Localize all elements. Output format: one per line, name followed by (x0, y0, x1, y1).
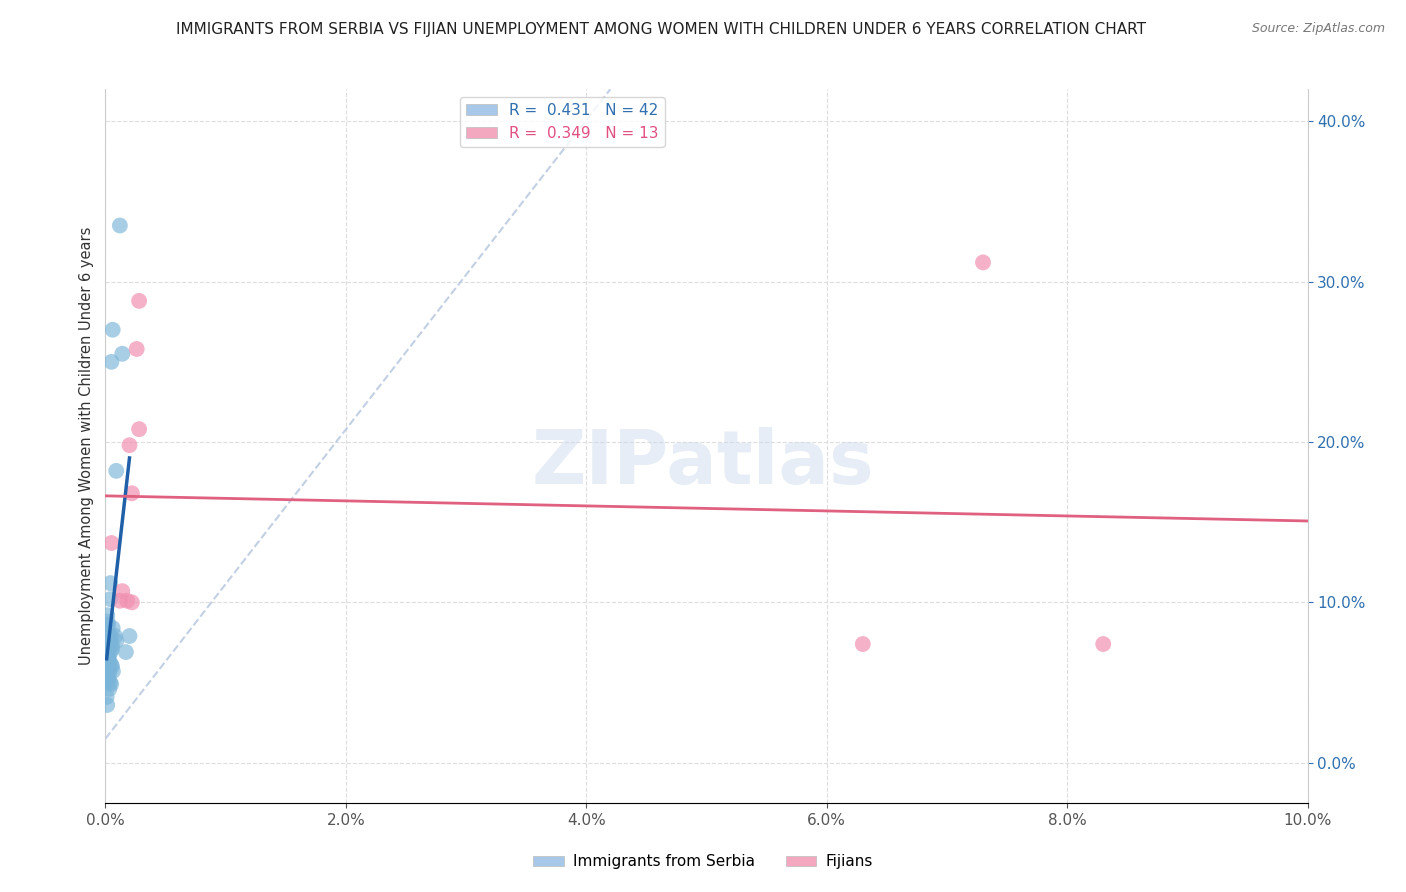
Point (98, 576, 121, 591)
Point (121, 595, 143, 609)
Point (101, 621, 124, 635)
Point (972, 255, 994, 269)
Point (98, 640, 121, 655)
Point (118, 438, 141, 452)
Point (111, 347, 134, 361)
Point (98, 665, 121, 680)
Text: IMMIGRANTS FROM SERBIA VS FIJIAN UNEMPLOYMENT AMONG WOMEN WITH CHILDREN UNDER 6 : IMMIGRANTS FROM SERBIA VS FIJIAN UNEMPLO… (176, 22, 1146, 37)
Point (105, 633, 128, 648)
Point (128, 422, 150, 436)
Point (96, 690, 118, 704)
Text: Source: ZipAtlas.com: Source: ZipAtlas.com (1251, 22, 1385, 36)
Point (100, 657, 122, 672)
Point (96, 608, 118, 623)
Point (101, 323, 124, 337)
Point (100, 677, 122, 691)
Point (128, 293, 150, 308)
Point (96, 698, 118, 712)
Point (98, 655, 121, 669)
Point (101, 659, 124, 673)
Text: ZIPatlas: ZIPatlas (531, 427, 875, 500)
Point (100, 355, 122, 369)
Point (852, 637, 875, 651)
Point (96, 649, 118, 664)
Point (98, 681, 121, 696)
Point (115, 593, 138, 607)
Point (108, 219, 131, 233)
Point (97, 615, 120, 629)
Point (100, 536, 122, 550)
Point (100, 631, 122, 645)
Point (1092, 637, 1115, 651)
Point (97, 624, 120, 639)
Point (98, 629, 121, 643)
Point (101, 665, 124, 679)
Point (98, 592, 121, 607)
Point (97, 653, 120, 667)
Point (101, 639, 124, 653)
Point (98, 675, 121, 690)
Point (96, 673, 118, 688)
Point (111, 584, 134, 599)
Y-axis label: Unemployment Among Women with Children Under 6 years: Unemployment Among Women with Children U… (79, 227, 94, 665)
Point (97, 648, 120, 663)
Point (100, 645, 122, 659)
Point (96, 669, 118, 683)
Point (121, 486, 143, 500)
Point (115, 645, 138, 659)
Legend: R =  0.431   N = 42, R =  0.349   N = 13: R = 0.431 N = 42, R = 0.349 N = 13 (460, 97, 665, 146)
Point (104, 629, 127, 643)
Point (105, 464, 128, 478)
Point (108, 593, 131, 607)
Point (97, 673, 120, 687)
Point (118, 629, 141, 643)
Legend: Immigrants from Serbia, Fijians: Immigrants from Serbia, Fijians (527, 848, 879, 875)
Point (101, 641, 124, 656)
Point (97, 663, 120, 677)
Point (125, 342, 148, 356)
Point (98, 635, 121, 649)
Point (97, 651, 120, 665)
Point (97, 661, 120, 675)
Point (97, 617, 120, 632)
